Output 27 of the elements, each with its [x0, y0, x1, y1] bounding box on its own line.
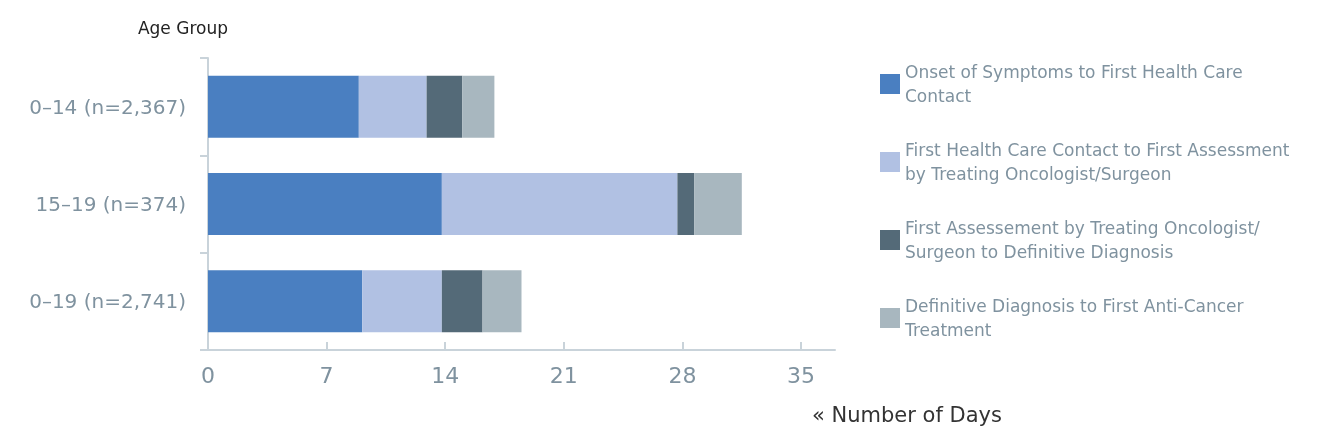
- bar: [208, 173, 442, 235]
- y-tick-label: 0–19 (n=2,741): [29, 289, 186, 314]
- bar: [441, 270, 483, 333]
- bar: [362, 270, 442, 333]
- y-tick-label: 0–14 (n=2,367): [29, 94, 186, 119]
- x-tick-label: 0: [201, 362, 215, 388]
- bar: [358, 75, 427, 138]
- bar: [677, 173, 695, 235]
- bar: [208, 270, 363, 333]
- x-axis-title: « Number of Days: [812, 402, 1002, 427]
- x-tick-label: 7: [319, 362, 334, 388]
- x-tick-label: 14: [431, 362, 460, 388]
- y-axis-title: Age Group: [137, 17, 228, 38]
- bar: [208, 75, 359, 138]
- bar: [441, 173, 678, 235]
- y-tick-label: 15–19 (n=374): [35, 192, 186, 216]
- legend-label: Onset of Symptoms to First Health Care Contact: [905, 62, 1249, 106]
- x-tick-label: 21: [549, 362, 578, 388]
- x-tick-label: 35: [787, 362, 816, 388]
- x-tick-label: 28: [668, 362, 697, 388]
- bar: [426, 75, 463, 138]
- legend-label: Definitive Diagnosis to First Anti-Cancer Treatment: [904, 296, 1249, 340]
- bar: [462, 75, 495, 138]
- legend-label: First Assessement by Treating Oncologist/Surgeon to Definitive Diagnosis: [905, 218, 1261, 262]
- legend-label: First Health Care Contact to First Assessment by Treating Oncologist/Surgeon: [905, 140, 1295, 184]
- bar: [482, 270, 522, 333]
- bar: [694, 173, 742, 235]
